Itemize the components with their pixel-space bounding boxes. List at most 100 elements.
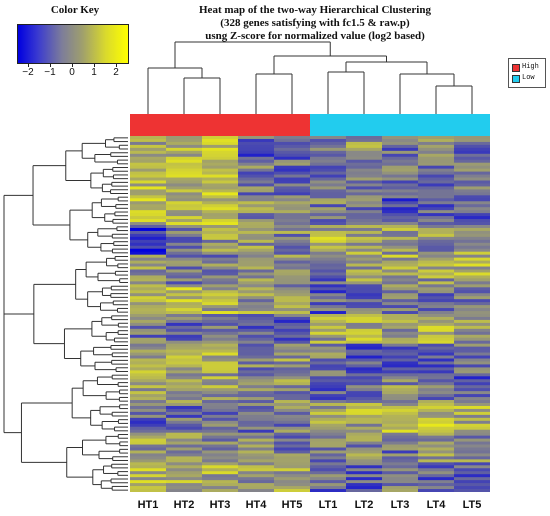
color-key-tick <box>28 63 29 67</box>
heatmap-cell <box>454 334 490 339</box>
heatmap-cell <box>202 334 239 339</box>
heatmap-cell <box>346 272 383 276</box>
heatmap-cell <box>274 222 311 226</box>
heatmap-cell <box>382 201 419 205</box>
heatmap-cell <box>454 447 490 451</box>
heatmap-cell <box>130 269 167 273</box>
heatmap-cell <box>202 227 239 232</box>
heatmap-cell <box>346 441 383 445</box>
heatmap-cell <box>130 331 167 336</box>
heatmap-cell <box>418 361 455 365</box>
heatmap-cell <box>166 186 203 190</box>
heatmap-cell <box>274 462 311 466</box>
heatmap-cell <box>274 153 311 158</box>
heatmap-cell <box>202 450 239 454</box>
heatmap-cell <box>238 423 275 428</box>
heatmap-cell <box>166 150 203 155</box>
heatmap-cell <box>130 156 167 161</box>
heatmap-cell <box>418 162 455 167</box>
heatmap-cell <box>310 316 347 321</box>
heatmap-cell <box>274 281 311 285</box>
heatmap-cell <box>274 305 311 309</box>
heatmap-cell <box>202 248 239 253</box>
heatmap-cell <box>274 287 311 291</box>
heatmap-cell <box>166 388 203 392</box>
heatmap-cell <box>238 322 275 327</box>
heatmap-cell <box>346 266 383 270</box>
heatmap-cell <box>238 293 275 297</box>
heatmap-cell <box>454 183 490 187</box>
heatmap-cell <box>202 373 239 377</box>
heatmap-cell <box>310 444 347 448</box>
heatmap-cell <box>310 296 347 300</box>
heatmap-cell <box>382 426 419 431</box>
heatmap-cell <box>454 242 490 247</box>
heatmap-cell <box>130 201 167 205</box>
heatmap-cell <box>454 144 490 149</box>
column-label: LT4 <box>426 499 446 511</box>
heatmap-cell <box>238 245 275 250</box>
heatmap-cell <box>130 260 167 264</box>
heatmap-cell <box>346 474 383 478</box>
heatmap-cell <box>346 242 383 247</box>
heatmap-cell <box>310 168 347 172</box>
heatmap-cell <box>346 480 383 484</box>
heatmap-cell <box>274 189 311 193</box>
heatmap-cell <box>238 136 275 140</box>
heatmap-cell <box>382 136 419 140</box>
heatmap-cell <box>130 263 167 267</box>
heatmap-cell <box>274 334 311 339</box>
heatmap-cell <box>274 186 311 190</box>
heatmap-cell <box>202 429 239 434</box>
heatmap-cell <box>310 239 347 244</box>
heatmap-cell <box>238 361 275 365</box>
heatmap-cell <box>202 311 239 315</box>
heatmap-cell <box>382 293 419 297</box>
heatmap-cell <box>310 192 347 196</box>
heatmap-cell <box>274 233 311 238</box>
heatmap-cell <box>130 334 167 339</box>
heatmap-cell <box>310 388 347 392</box>
column-label: HT5 <box>281 499 303 511</box>
heatmap-cell <box>166 177 203 181</box>
heatmap-cell <box>418 394 455 398</box>
heatmap-cell <box>418 275 455 279</box>
heatmap-cell <box>418 382 455 386</box>
color-key-axis <box>17 63 129 70</box>
heatmap-cell <box>238 385 275 389</box>
heatmap-cell <box>202 400 239 404</box>
heatmap-cell <box>454 477 490 481</box>
heatmap-cell <box>202 254 239 259</box>
heatmap-cell <box>454 281 490 285</box>
heatmap-cell <box>382 308 419 312</box>
heatmap-cell <box>274 198 311 202</box>
heatmap-cell <box>238 198 275 202</box>
heatmap-cell <box>346 177 383 181</box>
heatmap-cell <box>166 468 203 472</box>
heatmap-cell <box>418 311 455 315</box>
heatmap-cell <box>238 153 275 158</box>
heatmap-cell <box>202 278 239 282</box>
heatmap-cell <box>454 180 490 184</box>
heatmap-cell <box>274 322 311 327</box>
heatmap-cell <box>310 162 347 167</box>
heatmap-cell <box>454 195 490 199</box>
heatmap-cell <box>310 471 347 475</box>
heatmap-cell <box>202 171 239 175</box>
heatmap-cell <box>454 355 490 359</box>
heatmap-cell <box>346 444 383 448</box>
heatmap-cell <box>238 489 275 492</box>
heatmap-cell <box>418 227 455 232</box>
heatmap-cell <box>346 147 383 152</box>
heatmap-cell <box>310 355 347 359</box>
heatmap-cell <box>454 337 490 342</box>
heatmap-cell <box>346 483 383 487</box>
heatmap-cell <box>418 171 455 175</box>
heatmap-cell <box>130 239 167 244</box>
heatmap-cell <box>166 459 203 463</box>
heatmap-cell <box>382 370 419 374</box>
heatmap-cell <box>346 302 383 306</box>
heatmap-cell <box>274 417 311 422</box>
heatmap-cell <box>274 239 311 244</box>
heatmap-cell <box>238 296 275 300</box>
